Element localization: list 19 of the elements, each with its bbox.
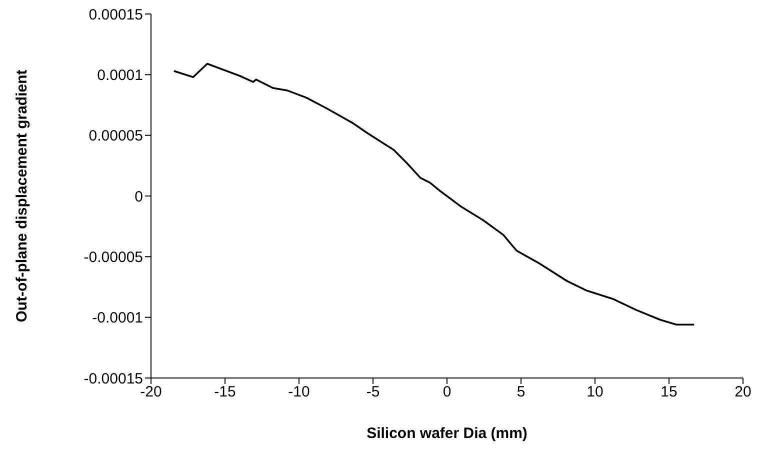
y-tick-label: -0.00015 [84,370,143,388]
y-tick-label: 0.00005 [88,128,143,145]
line-series [173,62,696,326]
y-tick-label: 0 [134,188,143,206]
y-axis-title: Out-of-plane displacement gradient [13,70,30,322]
y-tick-label: -0.00005 [84,248,143,266]
y-tick-label: -0.0001 [92,310,143,327]
x-tick-label: -15 [214,384,236,401]
y-tick-label: 0.0001 [97,66,143,84]
x-tick-label: 15 [660,384,678,401]
x-tick-label: 20 [734,384,752,401]
x-tick-label: 0 [442,384,452,401]
x-tick-label: -20 [140,384,162,401]
y-tick-label: 0.00015 [88,6,143,24]
x-tick-label: 5 [516,384,526,401]
x-tick-label: 10 [586,384,604,401]
x-tick-label: -10 [288,384,310,401]
x-tick-label: -5 [366,384,380,401]
x-axis-title: Silicon wafer Dia (mm) [366,425,528,442]
